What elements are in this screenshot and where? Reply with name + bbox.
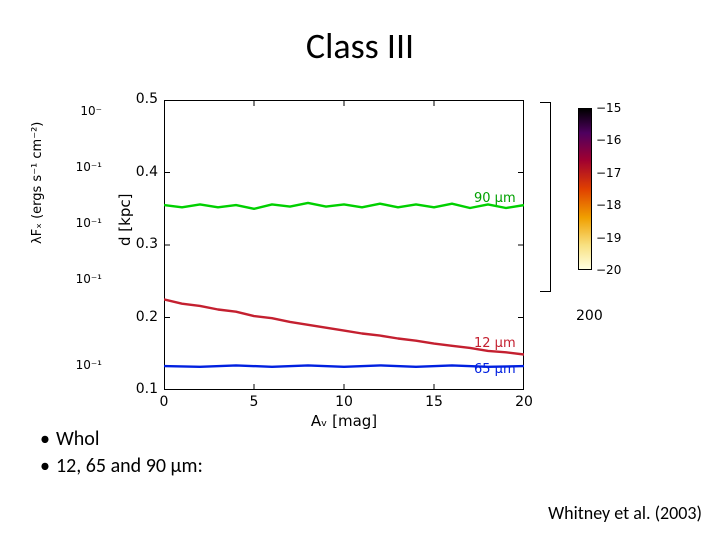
hidden-axis-tick: 10⁻¹: [76, 160, 102, 174]
x-tick-label: 20: [514, 394, 534, 410]
bullet-icon: •: [34, 426, 56, 453]
stray-200-label: 200: [576, 308, 603, 324]
hidden-axis-tick: 10⁻¹: [76, 216, 102, 230]
y-tick-label: 0.5: [128, 91, 158, 107]
citation: Whitney et al. (2003): [548, 502, 702, 524]
hidden-axis-tick: 10⁻¹: [76, 358, 102, 372]
hidden-left-axis-label: λFₓ (ergs s⁻¹ cm⁻²): [30, 122, 45, 244]
chart-xlabel: Aᵥ [mag]: [164, 412, 524, 430]
y-tick-label: 0.1: [128, 381, 158, 397]
colorbar-tick-label: −16: [596, 133, 621, 147]
slide-title: Class III: [0, 24, 720, 68]
x-tick-label: 15: [424, 394, 444, 410]
hidden-left-axis: 10⁻ 10⁻¹ 10⁻¹ 10⁻¹ 10⁻¹: [52, 104, 104, 388]
x-tick-label: 10: [334, 394, 354, 410]
bullet-icon: •: [34, 453, 56, 480]
x-tick-label: 5: [244, 394, 264, 410]
chart: [164, 100, 524, 390]
colorbar-tick-label: −18: [596, 198, 621, 212]
slide: Class III λFₓ (ergs s⁻¹ cm⁻²) 10⁻10⁻¹10⁻…: [0, 0, 720, 540]
chart-svg: [164, 100, 524, 390]
hidden-axis-tick: 10⁻¹: [76, 272, 102, 286]
colorbar: [578, 108, 592, 270]
colorbar-tick-label: −20: [596, 263, 621, 277]
bullet-text: 12, 65 and 90 µm:: [56, 453, 203, 480]
bracket-icon: [540, 102, 551, 292]
bullet-item: • 12, 65 and 90 µm:: [34, 453, 203, 480]
hidden-axis-tick: 10⁻: [80, 104, 102, 118]
series-label: 12 µm: [474, 336, 516, 351]
colorbar-tick-label: −15: [596, 101, 621, 115]
y-tick-label: 0.2: [128, 309, 158, 325]
bullet-list: • Whol • 12, 65 and 90 µm:: [34, 426, 203, 480]
y-tick-label: 0.3: [128, 236, 158, 252]
y-tick-label: 0.4: [128, 164, 158, 180]
bullet-text: Whol: [56, 426, 99, 453]
right-extra: −15 −16 −17 −18 −19 −20: [532, 98, 652, 398]
colorbar-tick-label: −17: [596, 166, 621, 180]
series-label: 90 µm: [474, 191, 516, 206]
colorbar-tick-label: −19: [596, 231, 621, 245]
bullet-item: • Whol: [34, 426, 203, 453]
series-label: 65 µm: [474, 362, 516, 377]
